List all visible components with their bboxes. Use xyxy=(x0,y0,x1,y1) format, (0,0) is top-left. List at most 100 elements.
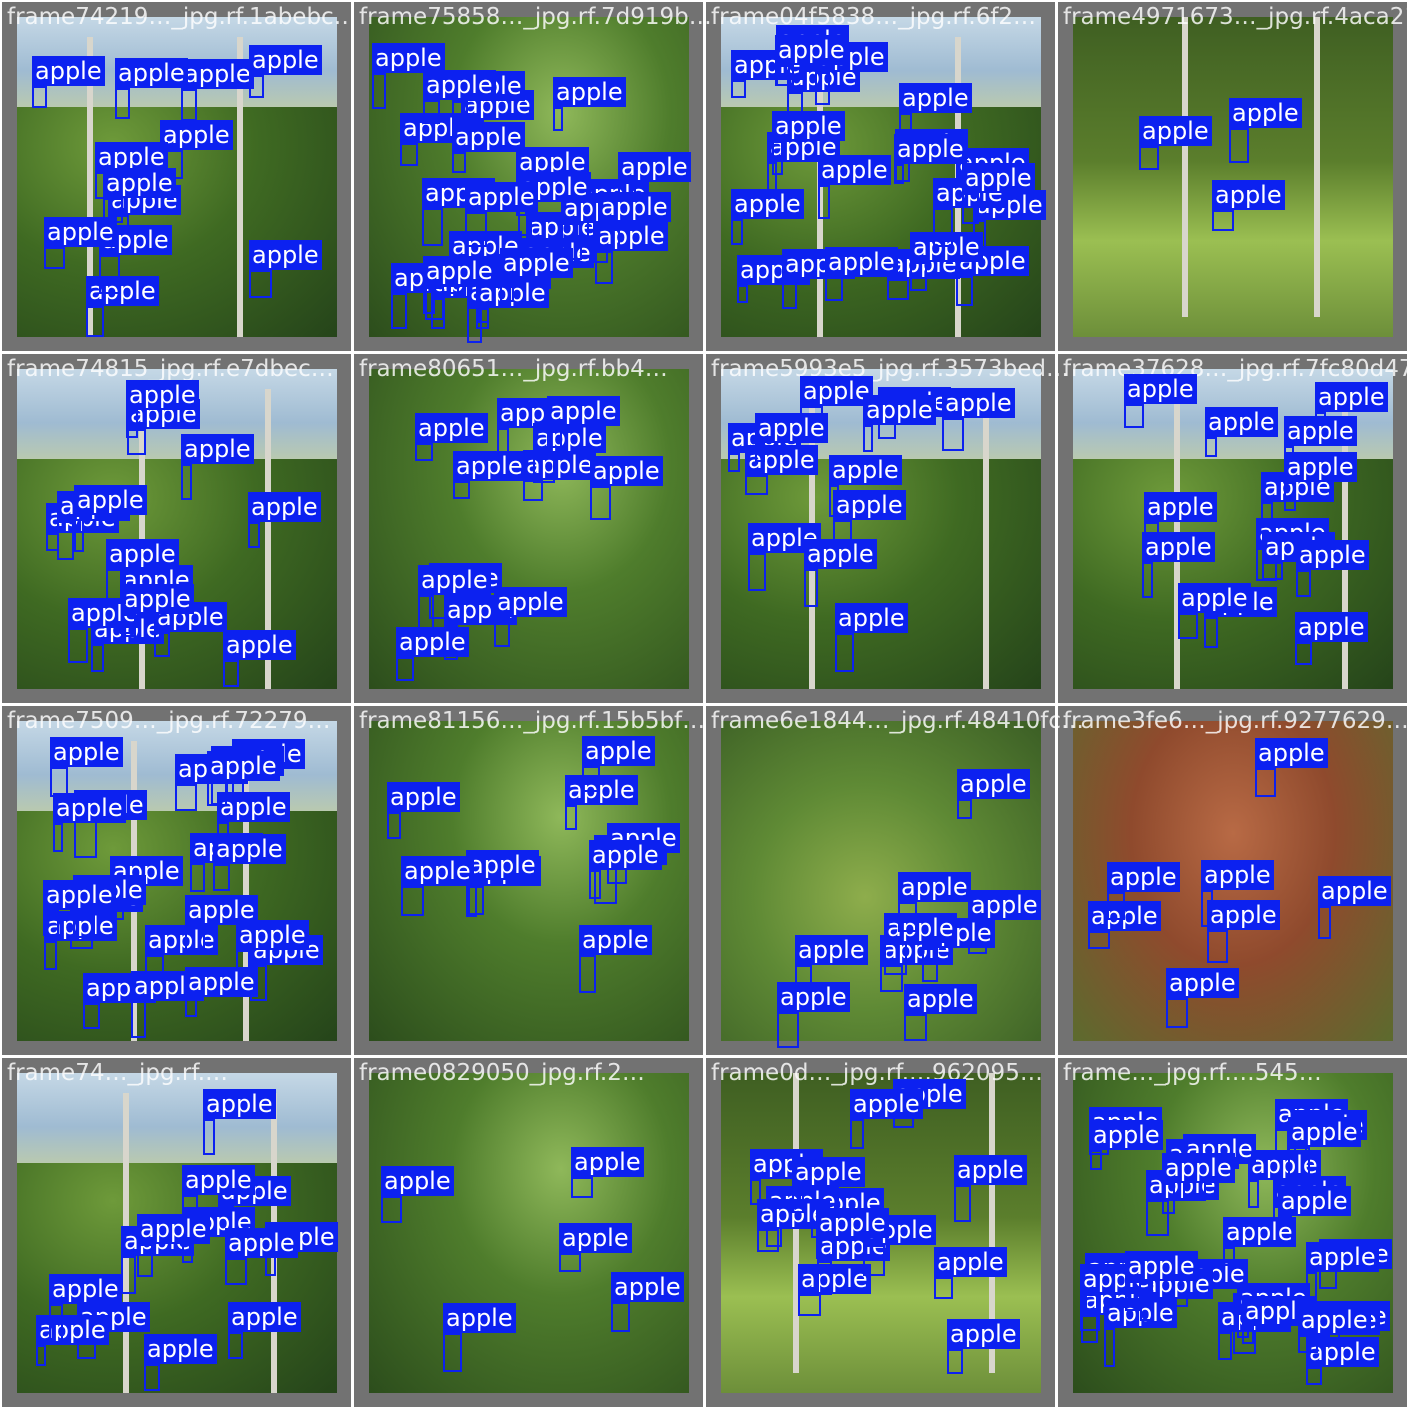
bounding-box xyxy=(957,799,972,819)
class-label: apple xyxy=(1298,1305,1371,1335)
bounding-box xyxy=(99,255,120,294)
bounding-box xyxy=(144,1364,160,1391)
class-label: apple xyxy=(381,1166,454,1196)
bounding-box xyxy=(223,660,239,687)
class-label: apple xyxy=(1201,860,1274,890)
bounding-box xyxy=(1140,1299,1153,1321)
support-post xyxy=(1182,17,1188,317)
class-label: apple xyxy=(1315,382,1388,412)
bounding-box xyxy=(452,152,466,173)
class-label: apple xyxy=(248,492,321,522)
class-label: apple xyxy=(850,1089,923,1119)
bounding-box xyxy=(465,212,487,247)
bounding-box xyxy=(611,1302,630,1332)
class-label: apple xyxy=(207,751,280,781)
class-label: apple xyxy=(1090,1120,1163,1150)
mosaic-tile: frame0d…_jpg.rf.…962095… apple apple apple a… xyxy=(706,1058,1055,1407)
class-label: apple xyxy=(1124,374,1197,404)
sky-region xyxy=(17,1073,337,1163)
bounding-box xyxy=(53,823,63,852)
bounding-box xyxy=(910,262,927,291)
class-label: apple xyxy=(772,111,845,141)
class-label: apple xyxy=(1162,1153,1235,1183)
class-label: apple xyxy=(1107,862,1180,892)
class-label: apple xyxy=(126,380,199,410)
bounding-box xyxy=(207,781,227,806)
class-label: apple xyxy=(957,769,1030,799)
support-post xyxy=(265,389,271,689)
bounding-box xyxy=(453,481,470,499)
bounding-box xyxy=(43,910,59,936)
class-label: apple xyxy=(818,155,891,185)
bounding-box xyxy=(1139,146,1159,170)
class-label: apple xyxy=(1255,738,1328,768)
bounding-box xyxy=(954,1185,971,1222)
class-label: apple xyxy=(396,627,469,657)
bounding-box xyxy=(185,925,205,955)
class-label: apple xyxy=(863,395,936,425)
class-label: apple xyxy=(755,413,828,443)
bounding-box xyxy=(816,1238,834,1259)
class-label: apple xyxy=(1284,416,1357,446)
class-label: apple xyxy=(775,35,848,65)
bounding-box xyxy=(777,1012,799,1048)
bounding-box xyxy=(818,185,830,219)
class-label: apple xyxy=(829,455,902,485)
class-label: apple xyxy=(50,737,123,767)
class-label: apple xyxy=(825,247,898,277)
class-label: apple xyxy=(1212,180,1285,210)
bounding-box xyxy=(598,222,620,251)
support-post xyxy=(983,389,989,689)
bounding-box xyxy=(203,1119,215,1155)
class-label: apple xyxy=(1125,1251,1198,1281)
bounding-box xyxy=(1318,906,1331,939)
bounding-box xyxy=(44,247,65,269)
class-label: apple xyxy=(494,587,567,617)
class-label: apple xyxy=(185,895,258,925)
bounding-box xyxy=(1242,1326,1254,1344)
class-label: apple xyxy=(1223,1217,1296,1247)
class-label: apple xyxy=(798,1264,871,1294)
bounding-box xyxy=(1306,1367,1322,1385)
class-label: apple xyxy=(74,485,147,515)
class-label: apple xyxy=(160,120,233,150)
bounding-box xyxy=(962,193,979,224)
class-label: apple xyxy=(86,276,159,306)
bounding-box xyxy=(956,276,973,306)
bounding-box xyxy=(523,480,543,501)
class-label: apple xyxy=(500,248,573,278)
class-label: apple xyxy=(423,70,496,100)
bounding-box xyxy=(880,965,903,992)
class-label: apple xyxy=(1139,116,1212,146)
class-label: apple xyxy=(443,1303,516,1333)
bounding-box xyxy=(1142,562,1153,598)
class-label: apple xyxy=(185,967,258,997)
bounding-box xyxy=(68,628,88,663)
bounding-box xyxy=(126,410,138,438)
bounding-box xyxy=(131,1001,146,1038)
class-label: apple xyxy=(934,1247,1007,1277)
mosaic-tile: frame04f5838…_jpg.rf.6f2… apple apple apple… xyxy=(706,2,1055,351)
orchard-photo xyxy=(1073,17,1393,337)
mosaic-tile: frame74815_jpg.rf.e7dbec… apple apple apple… xyxy=(2,354,351,703)
class-label: apple xyxy=(49,1274,122,1304)
class-label: apple xyxy=(1166,968,1239,998)
bounding-box xyxy=(792,1187,804,1213)
class-label: apple xyxy=(181,59,254,89)
bounding-box xyxy=(415,443,433,461)
bounding-box xyxy=(772,141,783,175)
class-label: apple xyxy=(1142,532,1215,562)
bounding-box xyxy=(533,453,555,483)
mosaic-tile: frame3fe6…_jpg.rf.9277629… apple apple appl… xyxy=(1058,706,1408,1055)
bounding-box xyxy=(1319,1269,1337,1289)
bounding-box xyxy=(750,1179,761,1205)
bounding-box xyxy=(1298,1335,1318,1353)
mosaic-tile: frame74…_jpg.rf.… apple apple apple apple app… xyxy=(2,1058,351,1407)
mosaic-tile: frame37628…_jpg.rf.7fc80d47… apple apple ap… xyxy=(1058,354,1408,703)
class-label: apple xyxy=(523,450,596,480)
bounding-box xyxy=(947,1349,963,1374)
class-label: apple xyxy=(898,872,971,902)
class-label: apple xyxy=(618,152,691,182)
class-label: apple xyxy=(589,840,662,870)
class-label: apple xyxy=(904,984,977,1014)
